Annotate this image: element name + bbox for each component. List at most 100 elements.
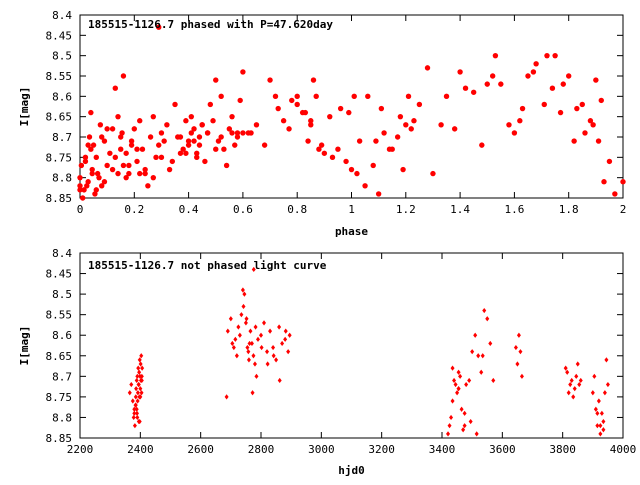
data-point	[479, 369, 484, 375]
data-point	[218, 93, 224, 100]
data-point	[183, 150, 189, 156]
x-tick-label: 2200	[67, 443, 94, 456]
data-point	[557, 109, 564, 116]
data-point	[153, 154, 159, 161]
data-point	[598, 97, 604, 104]
x-tick-label: 3800	[549, 443, 576, 456]
data-point	[378, 105, 385, 112]
data-point	[104, 126, 110, 132]
x-tick-label: 0	[77, 203, 84, 216]
data-point	[518, 349, 523, 355]
data-point	[119, 130, 125, 136]
data-point	[595, 138, 602, 144]
y-tick-label: 8.7	[52, 131, 72, 144]
data-point	[255, 336, 260, 342]
data-point	[202, 158, 208, 165]
data-point	[590, 390, 595, 396]
data-point	[572, 386, 577, 392]
data-point	[139, 373, 144, 379]
data-point	[595, 423, 600, 429]
data-point	[120, 73, 127, 79]
data-point	[199, 122, 205, 128]
data-point	[188, 130, 195, 136]
data-point	[132, 410, 137, 416]
y-tick-label: 8.65	[46, 350, 73, 363]
data-point	[137, 118, 143, 124]
y-tick-label: 8.65	[46, 111, 73, 124]
data-point	[446, 431, 451, 437]
data-point	[277, 324, 282, 330]
data-point	[127, 390, 132, 396]
data-point	[93, 187, 99, 193]
data-point	[183, 118, 189, 124]
data-point	[447, 423, 452, 429]
data-point	[259, 332, 263, 338]
data-point	[234, 130, 241, 136]
x-tick-label: 0.4	[179, 203, 199, 216]
data-point	[128, 142, 135, 148]
data-point	[137, 357, 142, 363]
unphased-light-curve-panel: 2200 2400 2600 2800 3000 3200 3400 3600 3800 4000…	[18, 247, 636, 477]
data-point	[172, 101, 178, 108]
data-point	[126, 162, 132, 169]
data-point	[241, 303, 246, 310]
data-point	[247, 340, 252, 347]
data-point	[549, 85, 556, 91]
data-point	[158, 130, 165, 136]
data-point	[185, 138, 192, 144]
data-point	[191, 138, 197, 144]
data-point	[194, 154, 200, 161]
data-point	[280, 340, 285, 347]
data-point	[575, 361, 580, 367]
data-point	[365, 93, 371, 100]
data-point	[612, 191, 618, 197]
data-point	[147, 134, 154, 140]
data-point	[506, 122, 512, 128]
x-tick-label: 1.4	[450, 203, 470, 216]
data-point	[267, 77, 273, 83]
data-point	[137, 369, 142, 375]
y-axis-label: I[mag]	[18, 326, 31, 366]
y-tick-label: 8.45	[46, 29, 73, 42]
data-point	[135, 410, 140, 416]
data-point	[138, 361, 143, 367]
data-point	[451, 126, 458, 132]
data-point	[134, 386, 139, 392]
data-point	[194, 150, 200, 156]
data-point	[130, 398, 135, 404]
data-point	[196, 134, 203, 140]
data-point	[246, 357, 251, 363]
data-point	[77, 174, 83, 181]
data-point	[115, 113, 121, 120]
data-point	[525, 73, 531, 79]
y-tick-label: 8.75	[46, 151, 73, 164]
data-point	[185, 142, 192, 148]
data-point	[302, 109, 309, 116]
data-point	[80, 195, 86, 201]
x-tick-label: 3400	[429, 443, 456, 456]
data-point	[310, 77, 317, 83]
x-tick-label: 1.6	[504, 203, 524, 216]
data-point	[517, 118, 523, 124]
data-point	[150, 174, 157, 181]
data-point	[245, 344, 250, 351]
data-point	[261, 142, 268, 148]
data-point	[593, 77, 599, 83]
data-point	[578, 377, 583, 384]
data-point	[86, 134, 93, 140]
data-point	[252, 361, 257, 367]
data-point	[268, 328, 273, 334]
data-point	[240, 130, 246, 136]
x-tick-label: 2	[620, 203, 627, 216]
data-point	[77, 187, 83, 193]
data-point	[470, 349, 475, 355]
data-point	[234, 134, 241, 140]
data-point	[84, 183, 90, 189]
data-point	[107, 150, 113, 156]
data-point	[574, 105, 580, 112]
data-point	[453, 381, 458, 388]
y-tick-label: 8.75	[46, 391, 73, 404]
data-point	[231, 344, 236, 351]
data-point	[92, 191, 98, 197]
data-point	[456, 369, 461, 375]
